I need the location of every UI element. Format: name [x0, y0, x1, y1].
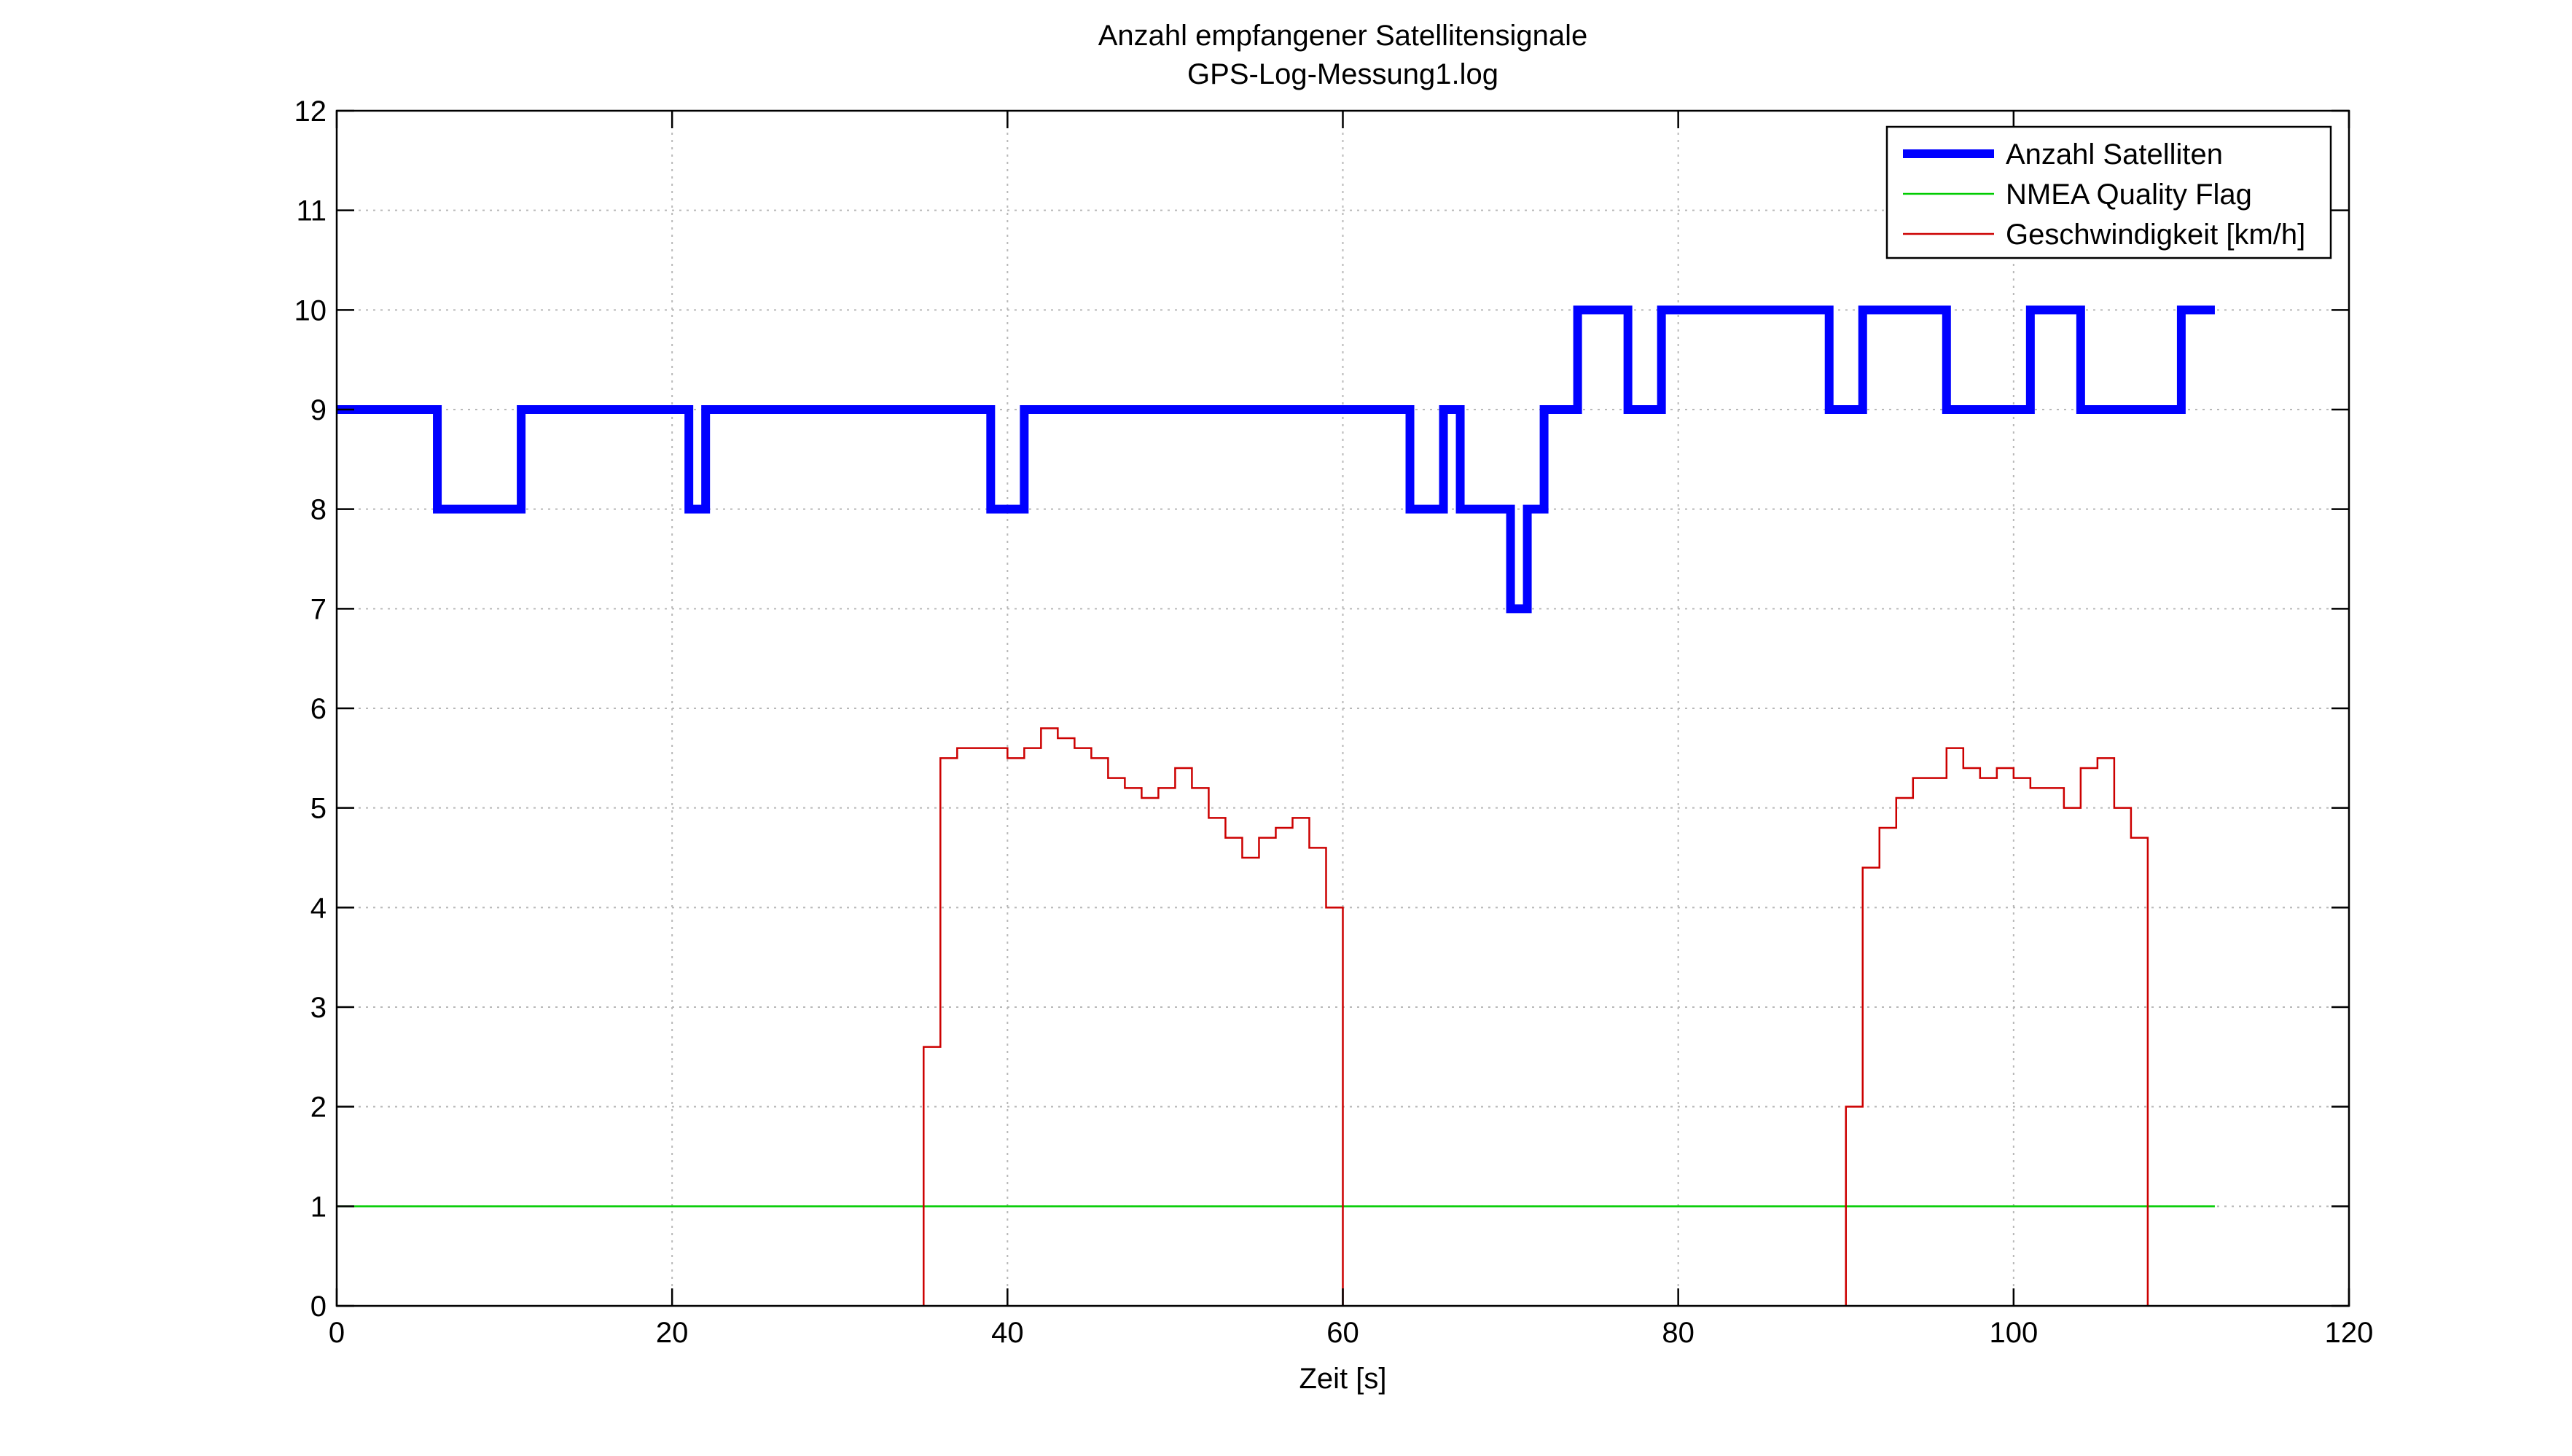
series-layer	[337, 305, 2215, 1306]
x-tick-label: 40	[991, 1317, 1024, 1349]
y-tick-label: 9	[310, 394, 327, 426]
y-tick-label: 5	[310, 793, 327, 825]
y-tick-label: 10	[294, 294, 327, 326]
legend: Anzahl Satelliten NMEA Quality Flag Geschw…	[1885, 125, 2332, 259]
legend-label-2: NMEA Quality Flag	[2006, 179, 2252, 211]
x-tick-label: 20	[656, 1317, 689, 1349]
legend-label-1: Anzahl Satelliten	[2006, 138, 2223, 171]
y-tick-label: 0	[310, 1291, 327, 1323]
y-tick-label: 4	[310, 892, 327, 924]
x-tick-label: 120	[2325, 1317, 2374, 1349]
y-tick-label: 11	[296, 195, 327, 227]
x-tick-label: 100	[1989, 1317, 2038, 1349]
y-tick-label: 3	[310, 992, 327, 1024]
series-line-1	[337, 305, 2215, 614]
x-tick-label: 0	[329, 1317, 345, 1349]
y-tick-label: 12	[294, 95, 327, 128]
series-line-3	[923, 727, 2149, 1306]
x-tick-label: 80	[1662, 1317, 1695, 1349]
chart-title: Anzahl empfangener Satellitensignale	[1098, 20, 1588, 52]
chart-subtitle: GPS-Log-Messung1.log	[1187, 58, 1498, 90]
legend-box	[1885, 125, 2332, 259]
y-tick-label: 6	[310, 693, 327, 725]
y-tick-label: 7	[310, 593, 327, 625]
legend-label-3: Geschwindigkeit [km/h]	[2006, 219, 2305, 251]
y-tick-label: 2	[310, 1092, 327, 1124]
x-axis-title: Zeit [s]	[1299, 1363, 1386, 1395]
tick-marks	[335, 109, 2350, 1307]
y-tick-label: 1	[310, 1191, 327, 1223]
x-tick-label: 60	[1326, 1317, 1359, 1349]
y-tick-label: 8	[310, 494, 327, 526]
